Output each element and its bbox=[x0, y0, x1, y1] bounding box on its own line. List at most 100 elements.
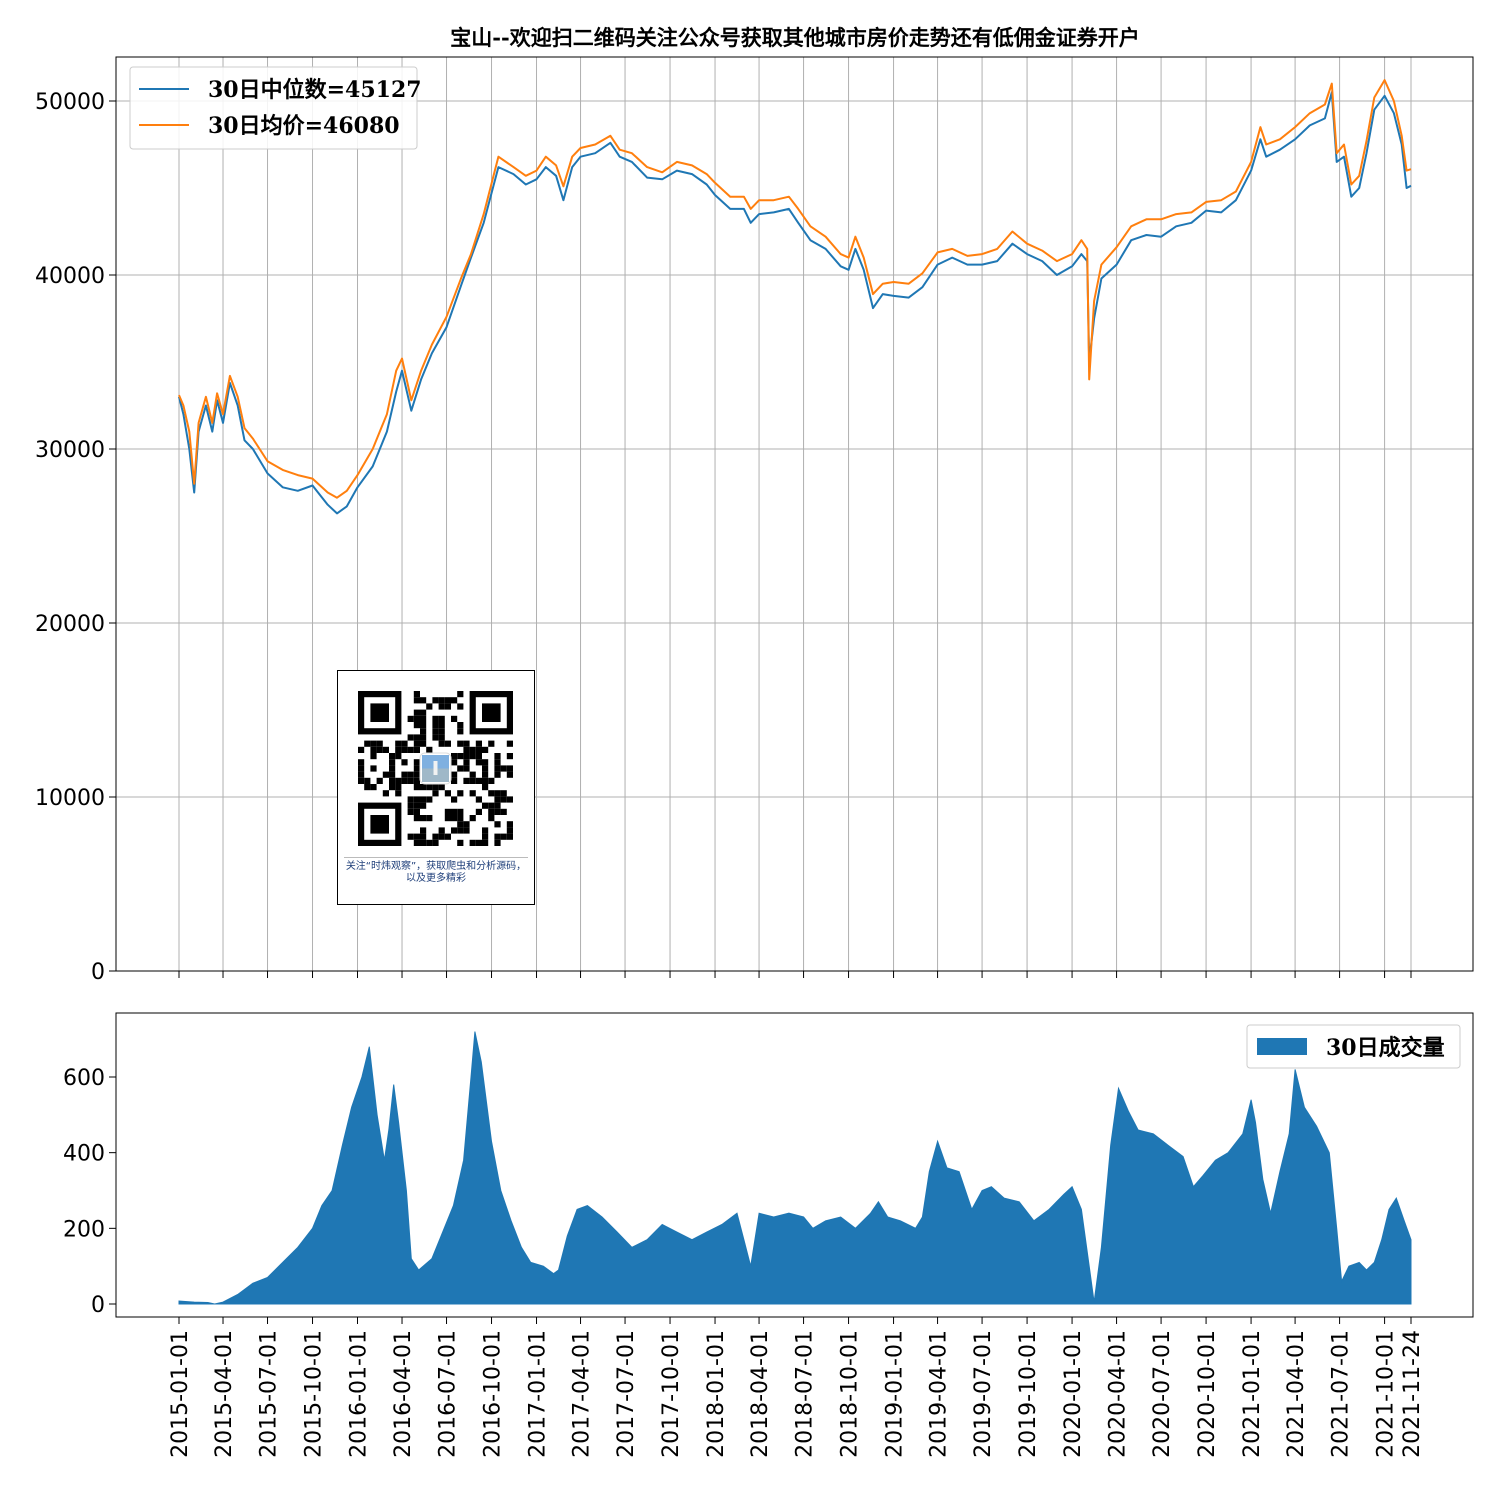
qr-module bbox=[420, 734, 427, 741]
qr-module bbox=[401, 746, 408, 753]
qr-code-image bbox=[358, 691, 513, 846]
qr-module bbox=[494, 821, 501, 828]
qr-module bbox=[389, 759, 396, 766]
qr-module bbox=[407, 796, 414, 803]
legend-label-volume: 30日成交量 bbox=[1326, 1035, 1445, 1061]
qr-logo-figure bbox=[433, 761, 438, 775]
x-tick-label: 2021-01-01 bbox=[1240, 1330, 1265, 1458]
qr-module bbox=[463, 746, 470, 753]
qr-module bbox=[463, 765, 470, 772]
qr-module bbox=[395, 740, 402, 747]
qr-module bbox=[407, 802, 414, 809]
qr-module bbox=[413, 777, 420, 784]
qr-module bbox=[370, 740, 377, 747]
qr-module bbox=[389, 765, 396, 772]
qr-module bbox=[506, 821, 513, 828]
qr-module bbox=[451, 759, 458, 766]
qr-module bbox=[444, 740, 451, 747]
qr-module bbox=[376, 740, 383, 747]
x-tick-label: 2017-01-01 bbox=[526, 1330, 551, 1458]
qr-module bbox=[407, 771, 414, 778]
qr-module bbox=[401, 740, 408, 747]
qr-module bbox=[494, 796, 501, 803]
x-tick-label: 2019-04-01 bbox=[927, 1330, 952, 1458]
qr-module bbox=[401, 759, 408, 766]
qr-module bbox=[475, 839, 482, 846]
qr-module bbox=[438, 715, 445, 722]
qr-module bbox=[451, 753, 458, 760]
qr-module bbox=[451, 827, 458, 834]
qr-module bbox=[494, 759, 501, 766]
x-tick-label: 2017-10-01 bbox=[659, 1330, 684, 1458]
qr-module bbox=[469, 839, 476, 846]
qr-module bbox=[413, 796, 420, 803]
qr-module bbox=[457, 703, 464, 710]
qr-module bbox=[438, 697, 445, 704]
qr-module bbox=[494, 802, 501, 809]
qr-module bbox=[413, 765, 420, 772]
qr-module bbox=[432, 784, 439, 791]
qr-module bbox=[457, 691, 464, 698]
qr-finder bbox=[482, 703, 501, 722]
x-tick-label: 2021-07-01 bbox=[1329, 1330, 1354, 1458]
qr-module bbox=[413, 784, 420, 791]
x-tick-label: 2018-07-01 bbox=[793, 1330, 818, 1458]
qr-module bbox=[358, 746, 365, 753]
x-tick-label: 2021-10-01 bbox=[1374, 1330, 1399, 1458]
qr-module bbox=[451, 815, 458, 822]
qr-module bbox=[413, 771, 420, 778]
qr-module bbox=[482, 759, 489, 766]
y-tick-label: 20000 bbox=[35, 612, 105, 637]
qr-module bbox=[451, 796, 458, 803]
qr-module bbox=[506, 740, 513, 747]
x-tick-label: 2020-04-01 bbox=[1106, 1330, 1131, 1458]
qr-module bbox=[407, 715, 414, 722]
qr-module bbox=[482, 771, 489, 778]
legend-swatch-volume bbox=[1257, 1038, 1307, 1055]
qr-module bbox=[420, 802, 427, 809]
qr-module bbox=[451, 777, 458, 784]
x-tick-label: 2015-04-01 bbox=[212, 1330, 237, 1458]
y-tick-label: 200 bbox=[63, 1217, 105, 1242]
qr-module bbox=[463, 777, 470, 784]
qr-module bbox=[469, 753, 476, 760]
qr-module bbox=[457, 722, 464, 729]
qr-module bbox=[444, 808, 451, 815]
qr-module bbox=[420, 784, 427, 791]
qr-module bbox=[438, 728, 445, 735]
price-chart-lines bbox=[178, 79, 1412, 515]
x-tick-label: 2017-04-01 bbox=[570, 1330, 595, 1458]
qr-module bbox=[389, 784, 396, 791]
qr-module bbox=[438, 833, 445, 840]
qr-module bbox=[500, 833, 507, 840]
qr-module bbox=[401, 771, 408, 778]
qr-module bbox=[463, 821, 470, 828]
qr-module bbox=[413, 697, 420, 704]
qr-module bbox=[457, 839, 464, 846]
qr-module bbox=[475, 746, 482, 753]
qr-module bbox=[469, 777, 476, 784]
qr-module bbox=[475, 753, 482, 760]
qr-module bbox=[395, 777, 402, 784]
qr-module bbox=[463, 753, 470, 760]
qr-module bbox=[407, 808, 414, 815]
qr-module bbox=[500, 808, 507, 815]
qr-module bbox=[413, 740, 420, 747]
qr-module bbox=[457, 753, 464, 760]
qr-module bbox=[413, 691, 420, 698]
qr-module bbox=[432, 833, 439, 840]
qr-finder bbox=[370, 703, 389, 722]
x-tick-label: 2019-10-01 bbox=[1016, 1330, 1041, 1458]
qr-module bbox=[494, 808, 501, 815]
qr-module bbox=[420, 827, 427, 834]
qr-module bbox=[494, 833, 501, 840]
qr-module bbox=[506, 753, 513, 760]
qr-module bbox=[438, 827, 445, 834]
x-tick-label: 2016-01-01 bbox=[347, 1330, 372, 1458]
qr-module bbox=[426, 746, 433, 753]
qr-module bbox=[506, 771, 513, 778]
qr-module bbox=[457, 827, 464, 834]
qr-module bbox=[382, 771, 389, 778]
qr-module bbox=[444, 790, 451, 797]
